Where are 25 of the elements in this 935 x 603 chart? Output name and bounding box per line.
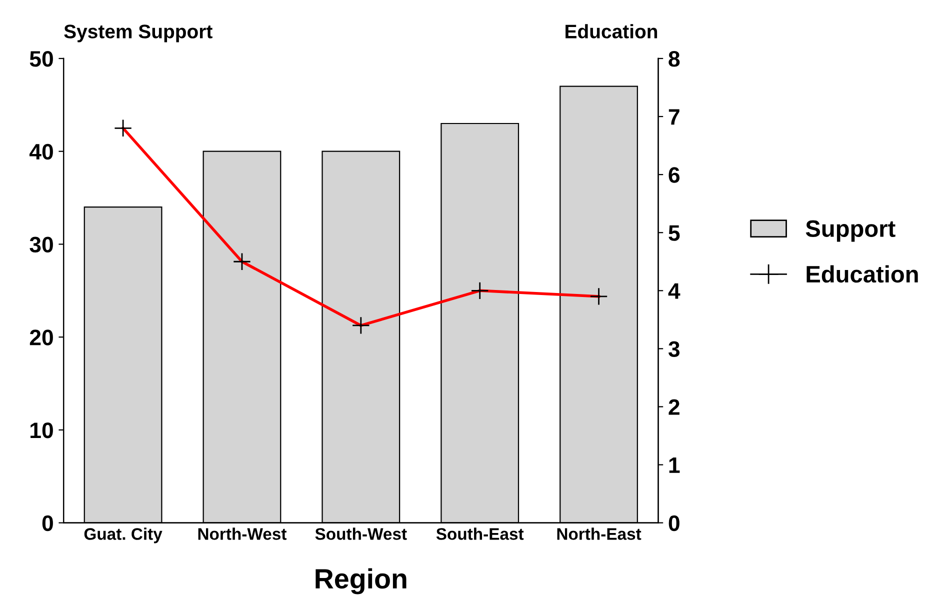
x-tick-label: North-East [557,528,642,540]
x-tick-label: South-East [436,528,524,540]
y-tick-label: 20 [30,330,53,346]
y-tick-label: 30 [30,236,53,253]
y2-tick-label: 5 [668,225,680,241]
y2-tick-label: 7 [668,109,680,125]
y2-tick-label: 6 [668,167,680,183]
y-tick-label: 50 [30,51,53,67]
x-tick-label: South-West [315,528,407,540]
y-tick-label: 0 [42,515,53,532]
y2-tick-label: 4 [668,283,680,299]
x-axis-title: Region [316,568,406,594]
y2-tick-label: 1 [669,458,680,473]
y-tick-label: 40 [29,144,53,160]
x-tick-label: Guat. City [84,528,162,544]
y2-axis-title: Education [566,24,658,38]
y2-tick-label: 8 [668,51,680,67]
legend-label: Support [806,220,896,242]
y2-tick-label: 0 [668,515,680,532]
y2-tick-label: 2 [668,399,680,415]
y2-tick-label: 3 [668,341,680,357]
y-axis-title: System Support [64,24,212,42]
x-tick-label: North-West [198,528,287,540]
y-tick-label: 10 [30,422,53,438]
legend-label: Education [806,265,918,283]
